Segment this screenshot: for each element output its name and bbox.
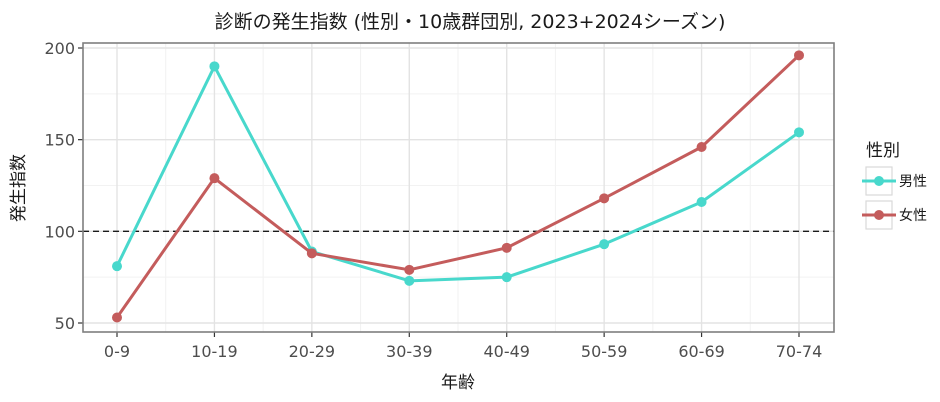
plot-panel: 50 100 150 200 0-9 10-19 20-29 30-39 40-49 50-59 6… xyxy=(44,39,835,361)
legend-key xyxy=(874,176,884,186)
data-point xyxy=(112,312,122,323)
data-point xyxy=(794,50,804,61)
data-point xyxy=(696,197,707,207)
series-line xyxy=(115,54,801,319)
x-tick-label: 30-39 xyxy=(386,342,433,361)
data-point xyxy=(599,193,610,204)
chart-title: 診断の発生指数 (性別・10歳群団別, 2023+2024シーズン) xyxy=(215,11,726,33)
data-point xyxy=(599,239,610,250)
y-tick-label: 150 xyxy=(44,131,75,150)
legend-title: 性別 xyxy=(866,141,900,161)
legend-label: 男性 xyxy=(899,174,927,190)
data-point xyxy=(794,127,804,138)
data-point xyxy=(696,142,707,152)
data-point xyxy=(501,242,512,253)
x-tick-label: 10-19 xyxy=(191,342,238,361)
x-tick-label: 20-29 xyxy=(289,342,336,361)
x-tick-label: 60-69 xyxy=(678,342,725,361)
y-axis-title: 発生指数 xyxy=(9,154,29,222)
legend-label: 女性 xyxy=(899,207,927,224)
y-tick-label: 200 xyxy=(44,39,75,58)
legend-key xyxy=(874,210,884,220)
x-tick-label: 40-49 xyxy=(483,342,530,361)
data-point xyxy=(306,248,317,259)
x-tick-label: 50-59 xyxy=(581,342,628,361)
x-tick-label: 0-9 xyxy=(104,342,130,361)
series-line xyxy=(115,64,800,283)
y-tick-label: 100 xyxy=(44,222,75,241)
data-point xyxy=(112,261,122,272)
data-point xyxy=(501,272,512,283)
data-point xyxy=(209,173,220,184)
data-point xyxy=(209,61,220,72)
y-tick-label: 50 xyxy=(55,314,75,333)
data-point xyxy=(404,275,415,286)
data-point xyxy=(404,264,415,275)
x-axis-title: 年齢 xyxy=(441,373,475,393)
x-tick-label: 70-74 xyxy=(776,342,823,361)
